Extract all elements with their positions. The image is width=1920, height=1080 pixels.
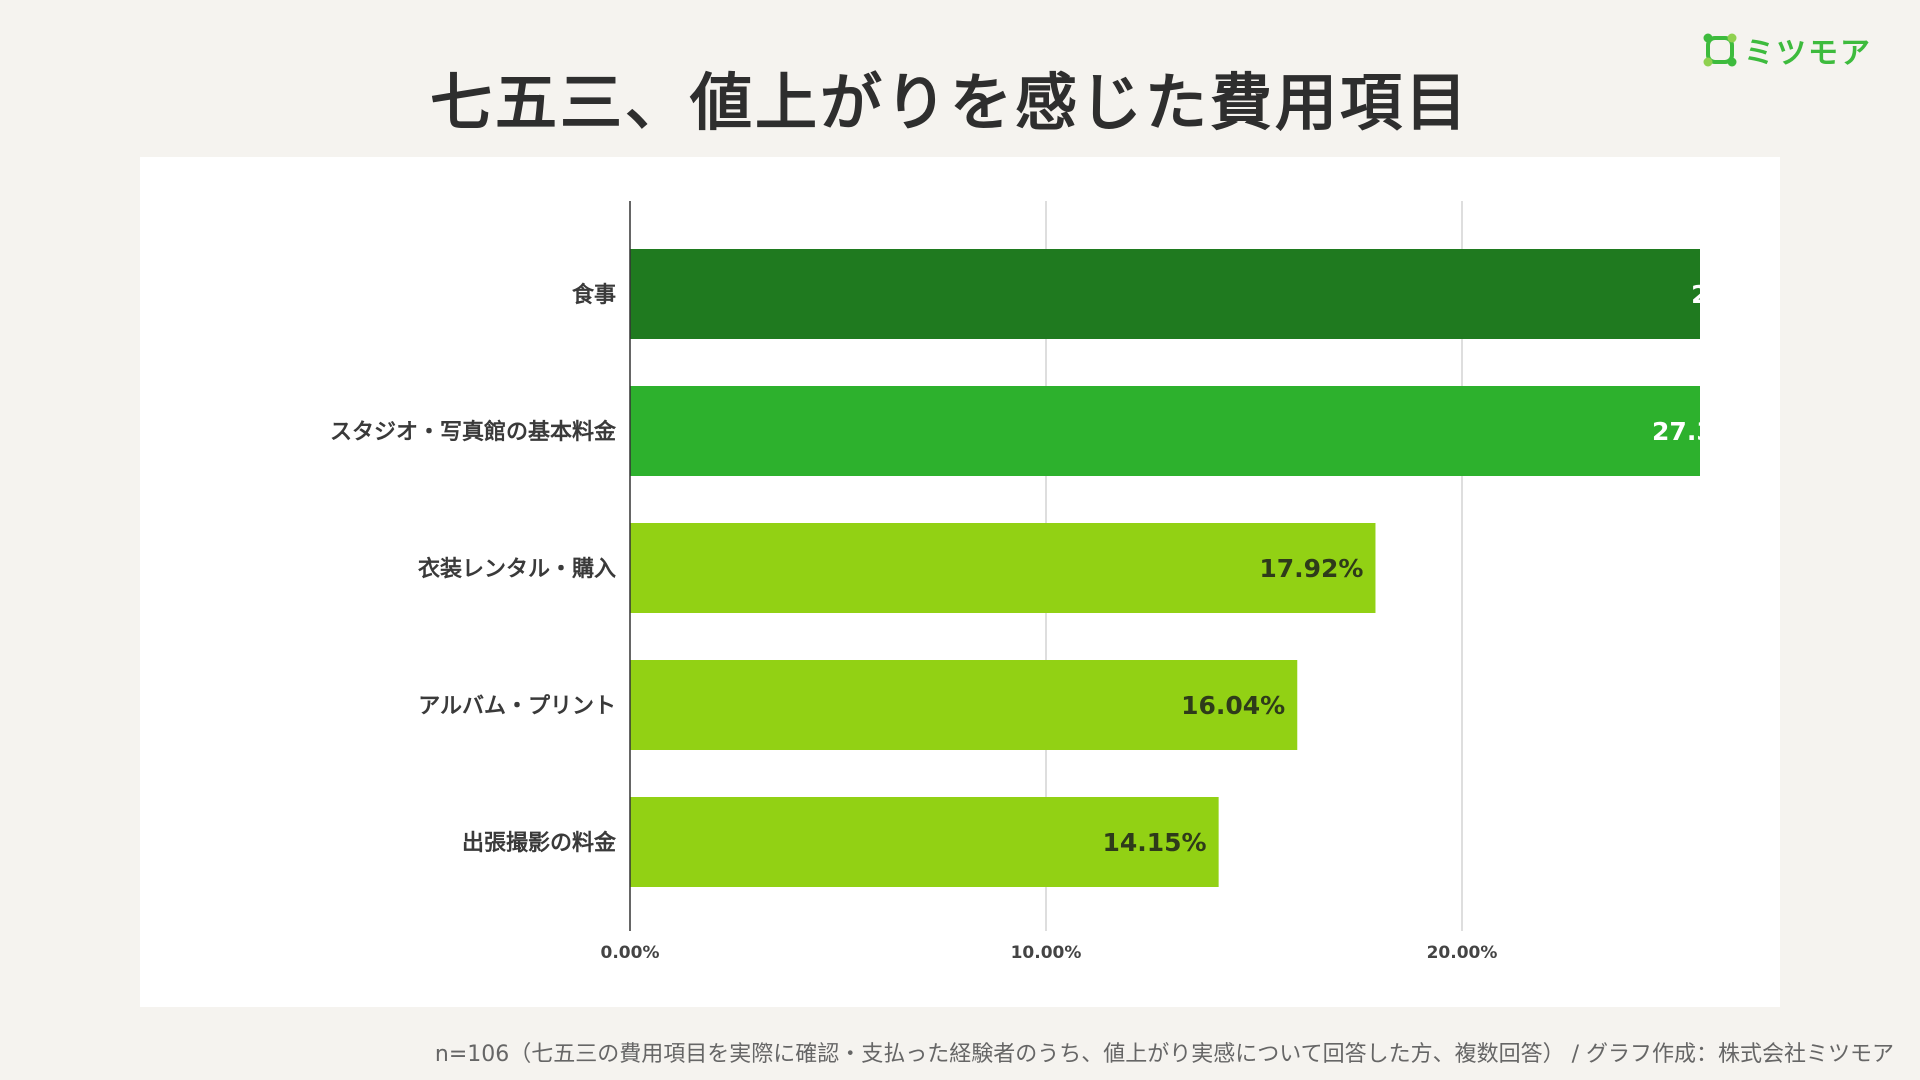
bar-value-label: 17.92%: [1259, 554, 1363, 583]
bar-chart: 28.30% 食事 27.36% スタジオ・写真館の基本料金 17.92% 衣装レンタル・…: [330, 201, 1700, 963]
footnote: n=106（七五三の費用項目を実際に確認・支払った経験者のうち、値上がり実感につ…: [434, 1042, 1894, 1067]
x-tick-label: 20.00%: [1427, 943, 1498, 963]
brand-logo: ミツモア: [1702, 28, 1872, 72]
x-tick-label: 10.00%: [1011, 943, 1082, 963]
bar: [630, 797, 1219, 887]
logo-text: ミツモア: [1744, 36, 1872, 71]
category-label: 衣装レンタル・購入: [418, 556, 616, 582]
chart-title: 七五三、値上がりを感じた費用項目: [429, 66, 1470, 139]
category-label: スタジオ・写真館の基本料金: [330, 419, 617, 445]
bar: [630, 249, 1700, 339]
bar-value-label: 27.36%: [1652, 417, 1700, 446]
category-label: アルバム・プリント: [418, 694, 616, 719]
category-label: 出張撮影の料金: [462, 830, 617, 856]
bar-value-label: 14.15%: [1102, 828, 1206, 857]
bar: [630, 386, 1700, 476]
bar: [630, 660, 1298, 750]
bar: [630, 523, 1376, 613]
bar-value-label: 28.30%: [1691, 280, 1700, 309]
mitsumore-logo-icon: [1703, 33, 1737, 67]
bar-value-label: 16.04%: [1181, 691, 1285, 720]
category-label: 食事: [572, 282, 616, 308]
x-tick-label: 0.00%: [601, 943, 660, 963]
